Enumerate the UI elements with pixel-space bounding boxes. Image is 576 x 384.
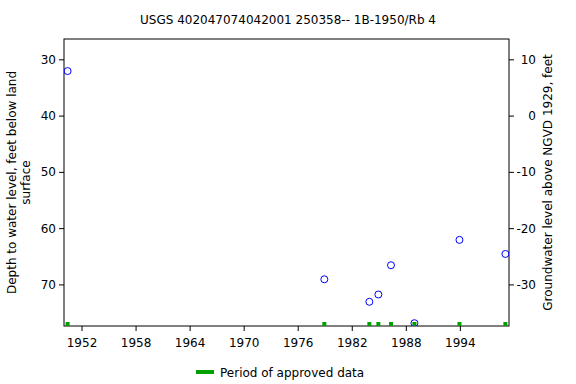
y-tick (59, 284, 64, 285)
approved-marker (389, 322, 393, 326)
data-point (411, 320, 418, 326)
x-tick-label: 1994 (445, 336, 476, 350)
data-point (366, 298, 373, 305)
y-axis-label: Depth to water level, feet below landsur… (5, 71, 33, 294)
y-tick-label: 30 (41, 53, 56, 67)
plot-area (64, 68, 509, 326)
y-tick-label: 40 (41, 109, 56, 123)
y2-tick-label: 10 (521, 53, 536, 67)
data-point (375, 291, 382, 298)
y-tick (59, 116, 64, 117)
approved-marker (322, 322, 326, 326)
x-tick (82, 326, 83, 331)
x-tick-label: 1982 (337, 336, 368, 350)
approved-marker (457, 322, 461, 326)
y2-tick-label: -30 (516, 278, 536, 292)
chart: USGS 402047074042001 250358-- 1B-1950/Rb… (0, 0, 576, 384)
y-tick (59, 59, 64, 60)
x-tick (298, 326, 299, 331)
y-tick-label: 70 (41, 278, 56, 292)
x-tick (244, 326, 245, 331)
data-point (321, 276, 328, 283)
legend-label: Period of approved data (220, 366, 364, 380)
x-tick-label: 1958 (121, 336, 152, 350)
y2-tick-label: 0 (528, 109, 536, 123)
title: USGS 402047074042001 250358-- 1B-1950/Rb… (140, 13, 436, 27)
plot-frame (64, 39, 509, 326)
y-tick (59, 228, 64, 229)
approved-marker (412, 322, 416, 326)
y2-axis-label: Groundwater level above NGVD 1929, feet (541, 54, 555, 311)
x-tick-label: 1964 (175, 336, 206, 350)
x-tick (352, 326, 353, 331)
y-tick-label: 50 (41, 165, 56, 179)
y2-tick (509, 284, 514, 285)
x-tick-label: 1952 (67, 336, 98, 350)
data-point (387, 262, 394, 269)
x-tick (190, 326, 191, 331)
x-tick (460, 326, 461, 331)
x-tick-label: 1976 (283, 336, 314, 350)
x-tick (136, 326, 137, 331)
y2-tick-label: -10 (516, 165, 536, 179)
legend-swatch (196, 370, 214, 374)
approved-marker (376, 322, 380, 326)
x-tick-label: 1988 (391, 336, 422, 350)
y-tick (59, 172, 64, 173)
y-axis-label-line: Depth to water level, feet below land (5, 71, 19, 294)
x-tick-label: 1970 (229, 336, 260, 350)
y2-tick-label: -20 (516, 222, 536, 236)
data-point (456, 236, 463, 243)
data-point (64, 68, 71, 75)
y2-tick (509, 116, 514, 117)
y-tick-label: 60 (41, 222, 56, 236)
y2-tick (509, 228, 514, 229)
data-point (502, 250, 509, 257)
y2-tick (509, 59, 514, 60)
approved-marker (367, 322, 371, 326)
approved-marker (503, 322, 507, 326)
approved-marker (66, 322, 70, 326)
y-axis-label-line: surface (19, 160, 33, 204)
y2-tick (509, 172, 514, 173)
x-tick (406, 326, 407, 331)
